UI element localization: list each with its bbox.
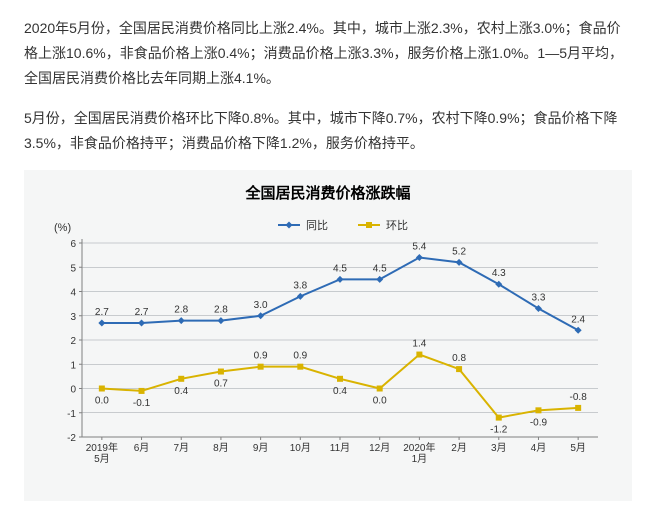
svg-text:-0.8: -0.8 (570, 392, 588, 403)
svg-text:-1: -1 (67, 409, 76, 420)
svg-text:4: 4 (70, 287, 76, 298)
svg-text:3.3: 3.3 (532, 292, 546, 303)
svg-text:5: 5 (70, 263, 76, 274)
svg-text:0.0: 0.0 (373, 395, 387, 406)
svg-text:3.0: 3.0 (254, 300, 268, 311)
cpi-line-chart: -2-10123456(%)2019年5月6月7月8月9月10月11月12月20… (38, 209, 618, 489)
chart-title: 全国居民消费价格涨跌幅 (32, 182, 624, 203)
svg-text:0.0: 0.0 (95, 395, 109, 406)
svg-text:5.4: 5.4 (412, 241, 426, 252)
svg-text:3: 3 (70, 312, 76, 323)
paragraph-1: 2020年5月份，全国居民消费价格同比上涨2.4%。其中，城市上涨2.3%，农村… (24, 16, 632, 92)
svg-text:0.8: 0.8 (452, 353, 466, 364)
svg-text:5月: 5月 (94, 453, 110, 465)
svg-text:1月: 1月 (412, 453, 428, 465)
svg-text:9月: 9月 (253, 442, 269, 454)
svg-text:3.8: 3.8 (293, 280, 307, 291)
svg-text:2.7: 2.7 (135, 307, 149, 318)
svg-text:2月: 2月 (451, 442, 467, 454)
svg-text:2.8: 2.8 (174, 305, 188, 316)
svg-text:-0.9: -0.9 (530, 417, 548, 428)
svg-text:0: 0 (70, 384, 76, 395)
svg-text:6: 6 (70, 239, 76, 250)
svg-text:1: 1 (70, 360, 76, 371)
svg-text:2.8: 2.8 (214, 305, 228, 316)
svg-text:10月: 10月 (290, 442, 311, 454)
document-body: 2020年5月份，全国居民消费价格同比上涨2.4%。其中，城市上涨2.3%，农村… (0, 0, 656, 517)
svg-text:7月: 7月 (173, 442, 189, 454)
svg-text:0.9: 0.9 (254, 351, 268, 362)
svg-text:0.9: 0.9 (293, 351, 307, 362)
svg-text:4.5: 4.5 (373, 263, 387, 274)
svg-text:0.4: 0.4 (174, 386, 188, 397)
svg-text:-2: -2 (67, 433, 76, 444)
svg-text:6月: 6月 (134, 442, 150, 454)
svg-text:(%): (%) (54, 222, 71, 234)
svg-text:5月: 5月 (570, 442, 586, 454)
svg-text:1.4: 1.4 (412, 338, 426, 349)
svg-text:2: 2 (70, 336, 76, 347)
svg-text:0.4: 0.4 (333, 386, 347, 397)
svg-text:-1.2: -1.2 (490, 425, 508, 436)
svg-text:-0.1: -0.1 (133, 398, 151, 409)
paragraph-2: 5月份，全国居民消费价格环比下降0.8%。其中，城市下降0.7%，农村下降0.9… (24, 106, 632, 156)
svg-text:4月: 4月 (531, 442, 547, 454)
svg-text:2.7: 2.7 (95, 307, 109, 318)
svg-text:2019年: 2019年 (86, 441, 118, 454)
svg-text:11月: 11月 (330, 442, 350, 454)
svg-text:12月: 12月 (369, 442, 390, 454)
svg-text:5.2: 5.2 (452, 246, 466, 257)
svg-text:同比: 同比 (306, 219, 328, 232)
svg-text:4.5: 4.5 (333, 263, 347, 274)
svg-text:8月: 8月 (213, 442, 229, 454)
svg-text:4.3: 4.3 (492, 268, 506, 279)
svg-text:2.4: 2.4 (571, 314, 585, 325)
svg-text:2020年: 2020年 (403, 441, 435, 454)
chart-container: 全国居民消费价格涨跌幅 -2-10123456(%)2019年5月6月7月8月9… (24, 170, 632, 501)
svg-text:环比: 环比 (386, 219, 408, 232)
svg-text:3月: 3月 (491, 442, 507, 454)
svg-text:0.7: 0.7 (214, 378, 228, 389)
